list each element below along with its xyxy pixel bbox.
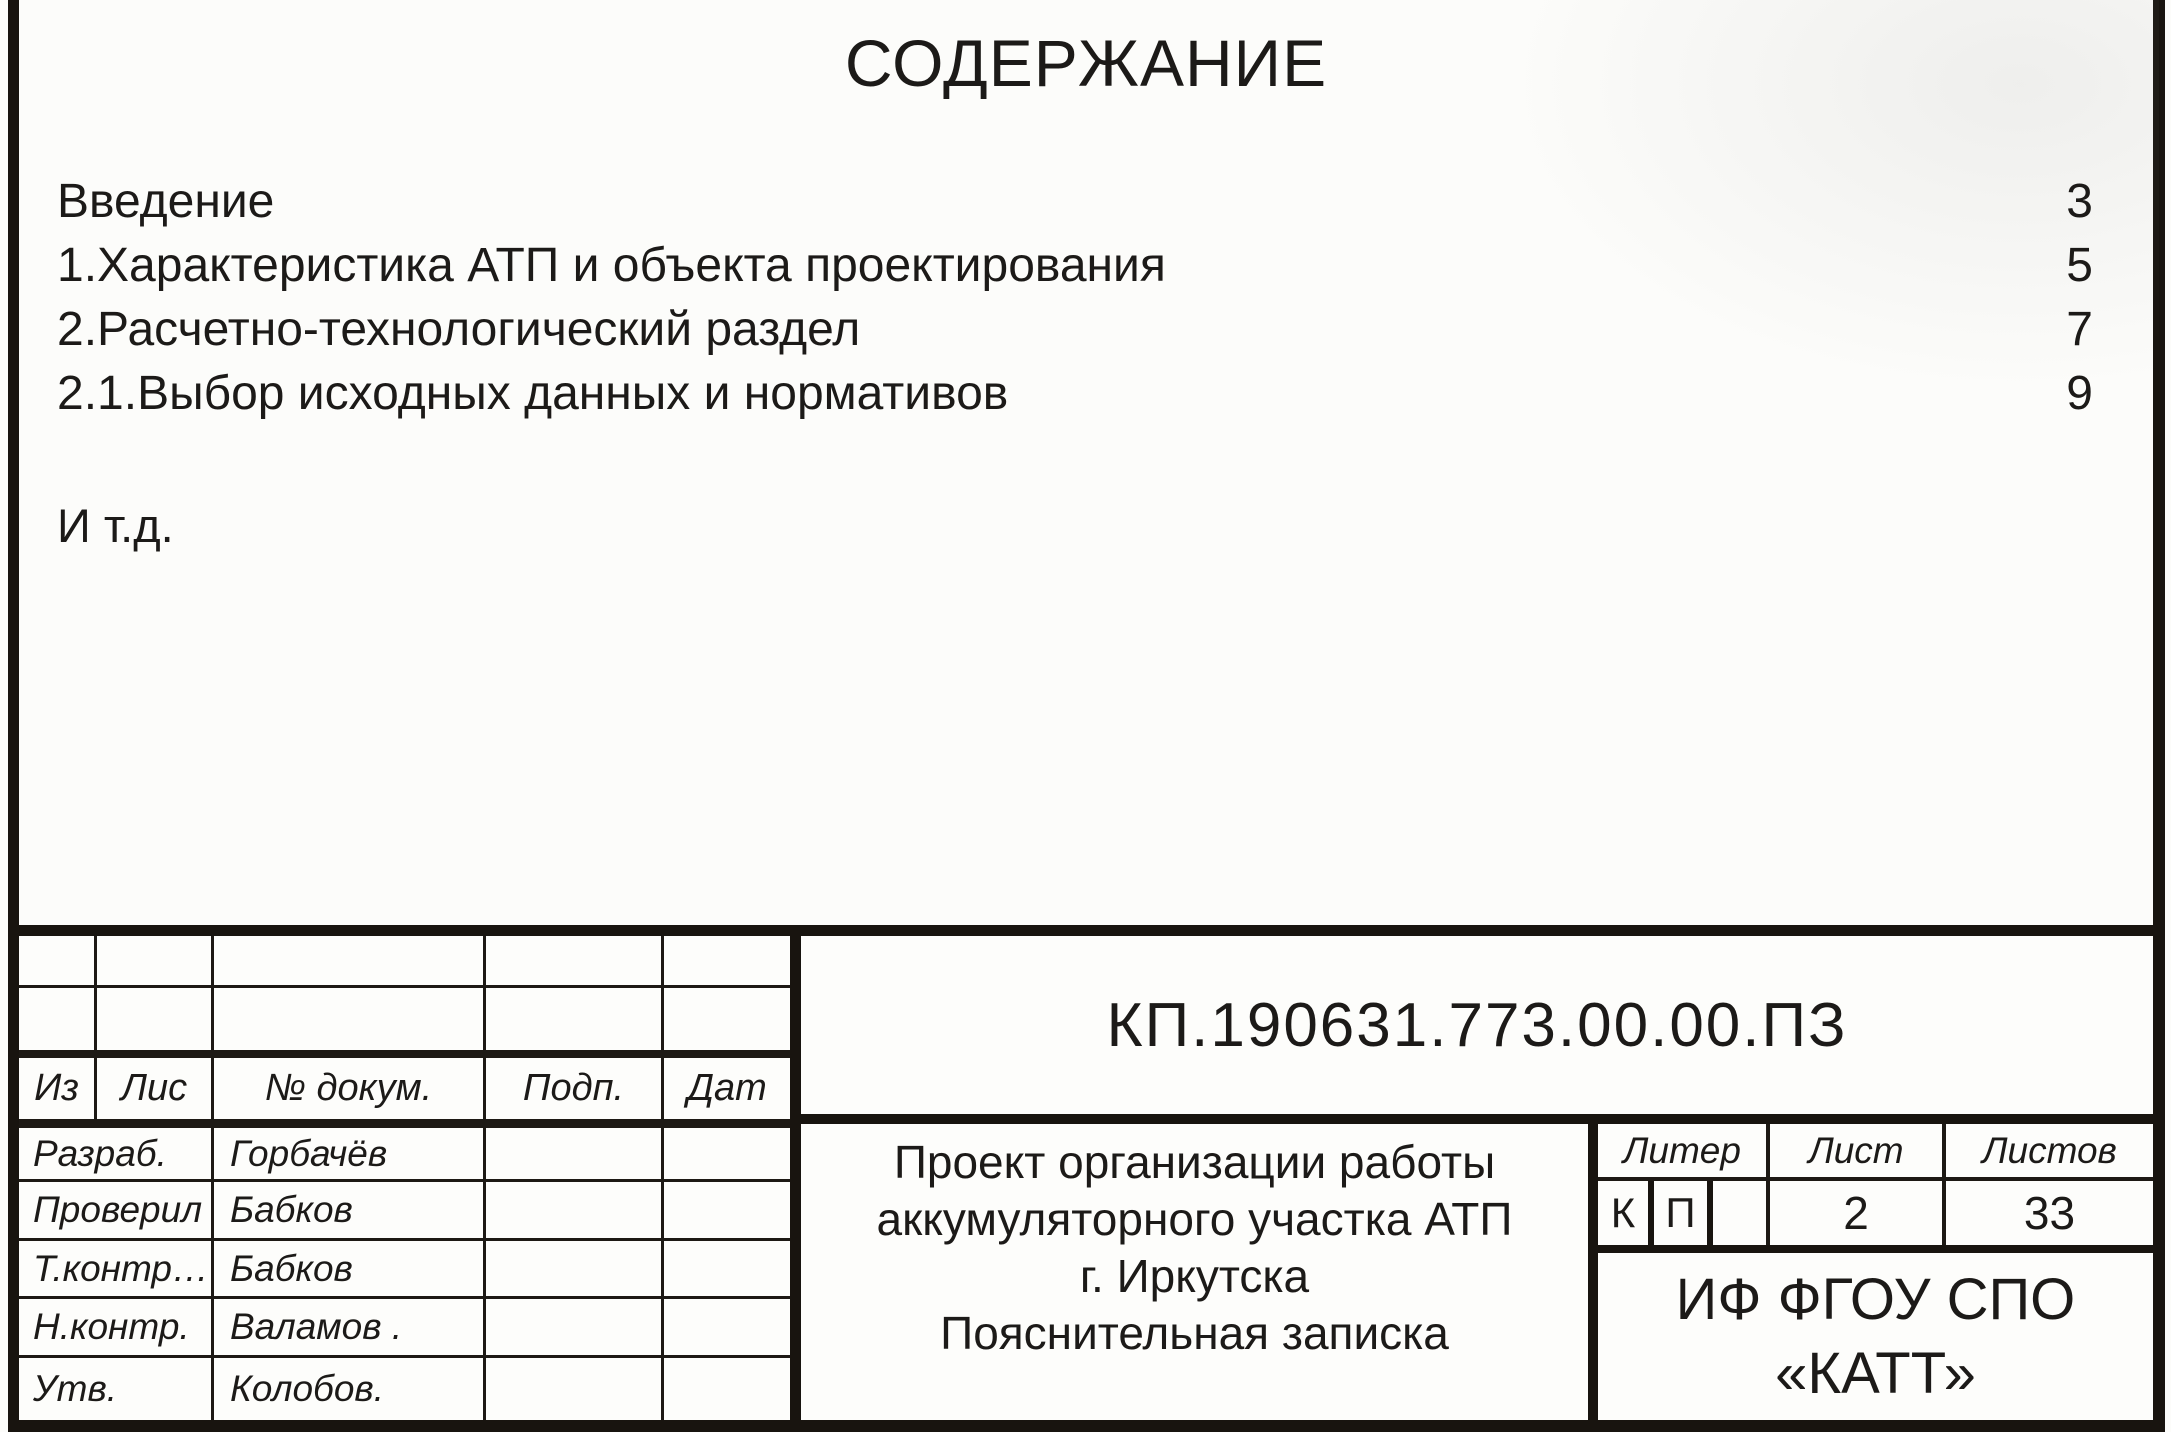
signature-row: Проверил Бабков: [19, 1182, 790, 1241]
toc-entry-label: 2.Расчетно-технологический раздел: [57, 303, 861, 356]
liter-sheet-values: К П 2 33: [1598, 1181, 2153, 1253]
column-header-list: Лис: [97, 1058, 214, 1119]
signature-sign-cell: [486, 1241, 664, 1296]
empty-cell: [97, 936, 214, 985]
signature-date-cell: [664, 1358, 790, 1420]
organization-line: «КАТТ»: [1775, 1340, 1976, 1406]
liter-sheet-headers: Литер Лист Листов: [1598, 1124, 2153, 1181]
toc-entry-label: 1.Характеристика АТП и объекта проектиро…: [57, 239, 1166, 292]
liter-header: Литер: [1598, 1124, 1770, 1177]
empty-cell: [486, 988, 664, 1050]
title-block-bottom: Проект организации работы аккумуляторног…: [801, 1124, 2153, 1420]
column-header-sign: Подп.: [486, 1058, 664, 1119]
signature-name: Бабков: [214, 1182, 486, 1238]
signature-table: Из Лис № докум. Подп. Дат Разраб. Горбач…: [19, 936, 801, 1420]
liter-value-cells: К П: [1598, 1181, 1770, 1245]
toc-entry: 2.Расчетно-технологический раздел 7: [57, 298, 2093, 362]
liter-value-p: П: [1654, 1181, 1713, 1245]
title-block-main: КП.190631.773.00.00.ПЗ Проект организаци…: [801, 936, 2153, 1420]
empty-cell: [664, 936, 790, 985]
toc-entry-label: 2.1.Выбор исходных данных и нормативов: [57, 367, 1009, 420]
liter-sheet-section: Литер Лист Листов К П 2 33: [1598, 1124, 2153, 1420]
signature-date-cell: [664, 1299, 790, 1355]
liter-value-k: К: [1598, 1181, 1654, 1245]
signature-role: Проверил: [19, 1182, 214, 1238]
signature-date-cell: [664, 1128, 790, 1179]
signature-date-cell: [664, 1182, 790, 1238]
toc-entry-page: 9: [2066, 367, 2093, 420]
toc-entry-label: Введение: [57, 175, 275, 228]
toc-entry-page: 3: [2066, 175, 2093, 228]
signature-name: Горбачёв: [214, 1128, 486, 1179]
project-title-line: Проект организации работы: [893, 1136, 1496, 1188]
toc-entry-page: 5: [2066, 239, 2093, 292]
etc-note: И т.д.: [57, 499, 174, 552]
signature-sign-cell: [486, 1182, 664, 1238]
table-of-contents: Введение 3 1.Характеристика АТП и объект…: [57, 170, 2093, 426]
signature-name: Колобов.: [214, 1358, 486, 1420]
sheet-header: Лист: [1770, 1124, 1946, 1177]
signature-date-cell: [664, 1241, 790, 1296]
signature-sign-cell: [486, 1299, 664, 1355]
project-title-line: г. Иркутска: [1079, 1250, 1310, 1302]
empty-cell: [664, 988, 790, 1050]
sheet-number-value: 2: [1770, 1181, 1946, 1245]
toc-entry: Введение 3: [57, 170, 2093, 234]
page-border-left: [8, 0, 19, 1432]
column-header-izm: Из: [19, 1058, 97, 1119]
signature-row: Разраб. Горбачёв: [19, 1128, 790, 1182]
toc-entry: 2.1.Выбор исходных данных и нормативов 9: [57, 362, 2093, 426]
signature-table-header-row: Из Лис № докум. Подп. Дат: [19, 1058, 790, 1128]
empty-cell: [97, 988, 214, 1050]
signature-row: Утв. Колобов.: [19, 1358, 790, 1420]
empty-cell: [19, 988, 97, 1050]
empty-cell: [19, 936, 97, 985]
signature-row: Т.контр… Бабков: [19, 1241, 790, 1299]
project-title-line: Пояснительная записка: [940, 1307, 1449, 1359]
revision-row-empty: [19, 988, 790, 1058]
signature-role: Разраб.: [19, 1128, 214, 1179]
revision-row-empty: [19, 936, 790, 988]
sheets-header: Листов: [1982, 1129, 2117, 1171]
column-header-date: Дат: [687, 1067, 767, 1109]
project-title-line: аккумуляторного участка АТП: [876, 1193, 1513, 1245]
signature-sign-cell: [486, 1128, 664, 1179]
gost-title-block: Из Лис № докум. Подп. Дат Разраб. Горбач…: [8, 925, 2165, 1432]
signature-name: Валамов .: [214, 1299, 486, 1355]
project-title: Проект организации работы аккумуляторног…: [801, 1124, 1598, 1420]
organization-line: ИФ ФГОУ СПО: [1675, 1266, 2076, 1332]
toc-entry: 1.Характеристика АТП и объекта проектиро…: [57, 234, 2093, 298]
page-title: СОДЕРЖАНИЕ: [844, 26, 1328, 100]
empty-cell: [214, 936, 486, 985]
signature-sign-cell: [486, 1358, 664, 1420]
liter-value-empty: [1713, 1181, 1766, 1245]
signature-role: Н.контр.: [19, 1299, 214, 1355]
empty-cell: [214, 988, 486, 1050]
signature-name: Бабков: [214, 1241, 486, 1296]
signature-row: Н.контр. Валамов .: [19, 1299, 790, 1358]
signature-role: Утв.: [19, 1358, 214, 1420]
signature-role: Т.контр…: [19, 1241, 214, 1296]
empty-cell: [486, 936, 664, 985]
sheets-total-value: 33: [2023, 1187, 2076, 1239]
organization-name: ИФ ФГОУ СПО «КАТТ»: [1598, 1253, 2153, 1420]
column-header-docno: № докум.: [214, 1058, 486, 1119]
toc-entry-page: 7: [2066, 303, 2093, 356]
document-number: КП.190631.773.00.00.ПЗ: [801, 936, 2153, 1124]
